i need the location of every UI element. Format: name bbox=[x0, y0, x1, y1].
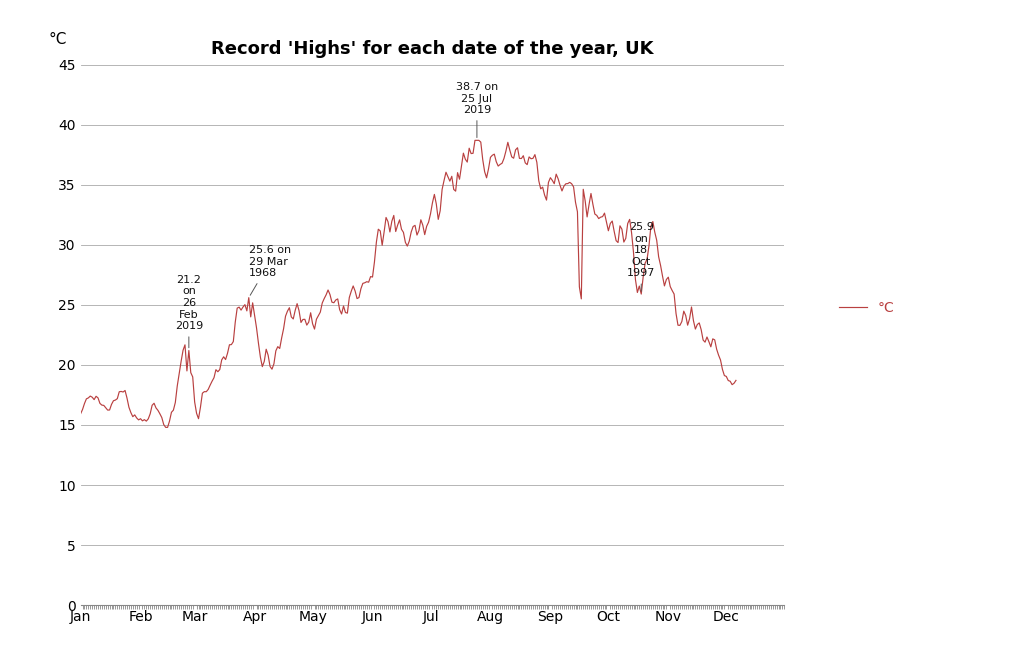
Legend: °C: °C bbox=[833, 295, 900, 320]
Text: °C: °C bbox=[49, 32, 68, 47]
°C bbox=[355, 285, 367, 293]
°C bbox=[223, 341, 236, 349]
°C bbox=[677, 307, 690, 315]
Text: 21.2
on
26
Feb
2019: 21.2 on 26 Feb 2019 bbox=[175, 275, 203, 348]
Text: 25.9
on
18
Oct
1997: 25.9 on 18 Oct 1997 bbox=[627, 222, 655, 291]
°C bbox=[359, 279, 371, 287]
Text: 38.7 on
25 Jul
2019: 38.7 on 25 Jul 2019 bbox=[456, 82, 498, 138]
Text: 25.6 on
29 Mar
1968: 25.6 on 29 Mar 1968 bbox=[249, 245, 291, 295]
°C bbox=[268, 360, 280, 368]
Title: Record 'Highs' for each date of the year, UK: Record 'Highs' for each date of the year… bbox=[211, 40, 654, 57]
°C bbox=[75, 410, 87, 418]
Line: °C: °C bbox=[81, 140, 736, 427]
